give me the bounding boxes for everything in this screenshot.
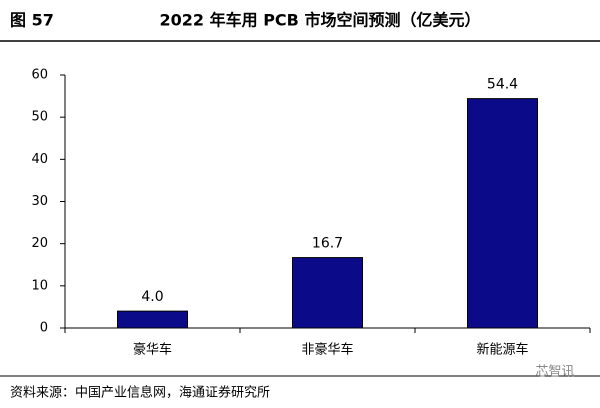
figure-label: 图 57 (10, 11, 54, 30)
bar (117, 310, 188, 329)
x-tick-label: 非豪华车 (301, 342, 353, 358)
x-tick-label: 新能源车 (476, 342, 528, 358)
data-label: 16.7 (312, 236, 343, 252)
data-label: 54.4 (487, 77, 518, 93)
x-tick-label: 豪华车 (133, 342, 172, 358)
y-tick-label: 60 (31, 68, 48, 83)
y-tick-label: 40 (31, 152, 48, 167)
y-tick-label: 0 (40, 321, 48, 336)
y-tick-label: 30 (31, 194, 48, 209)
bar (292, 257, 363, 329)
bar (467, 98, 538, 329)
source: 资料来源：中国产业信息网，海通证券研究所 (10, 385, 270, 401)
chart-title: 2022 年车用 PCB 市场空间预测（亿美元） (160, 11, 481, 30)
y-tick-label: 50 (31, 110, 48, 125)
watermark: 芯智讯 (535, 365, 574, 380)
y-tick-label: 10 (31, 278, 48, 293)
y-tick-label: 20 (31, 236, 48, 251)
data-label: 4.0 (141, 289, 163, 305)
